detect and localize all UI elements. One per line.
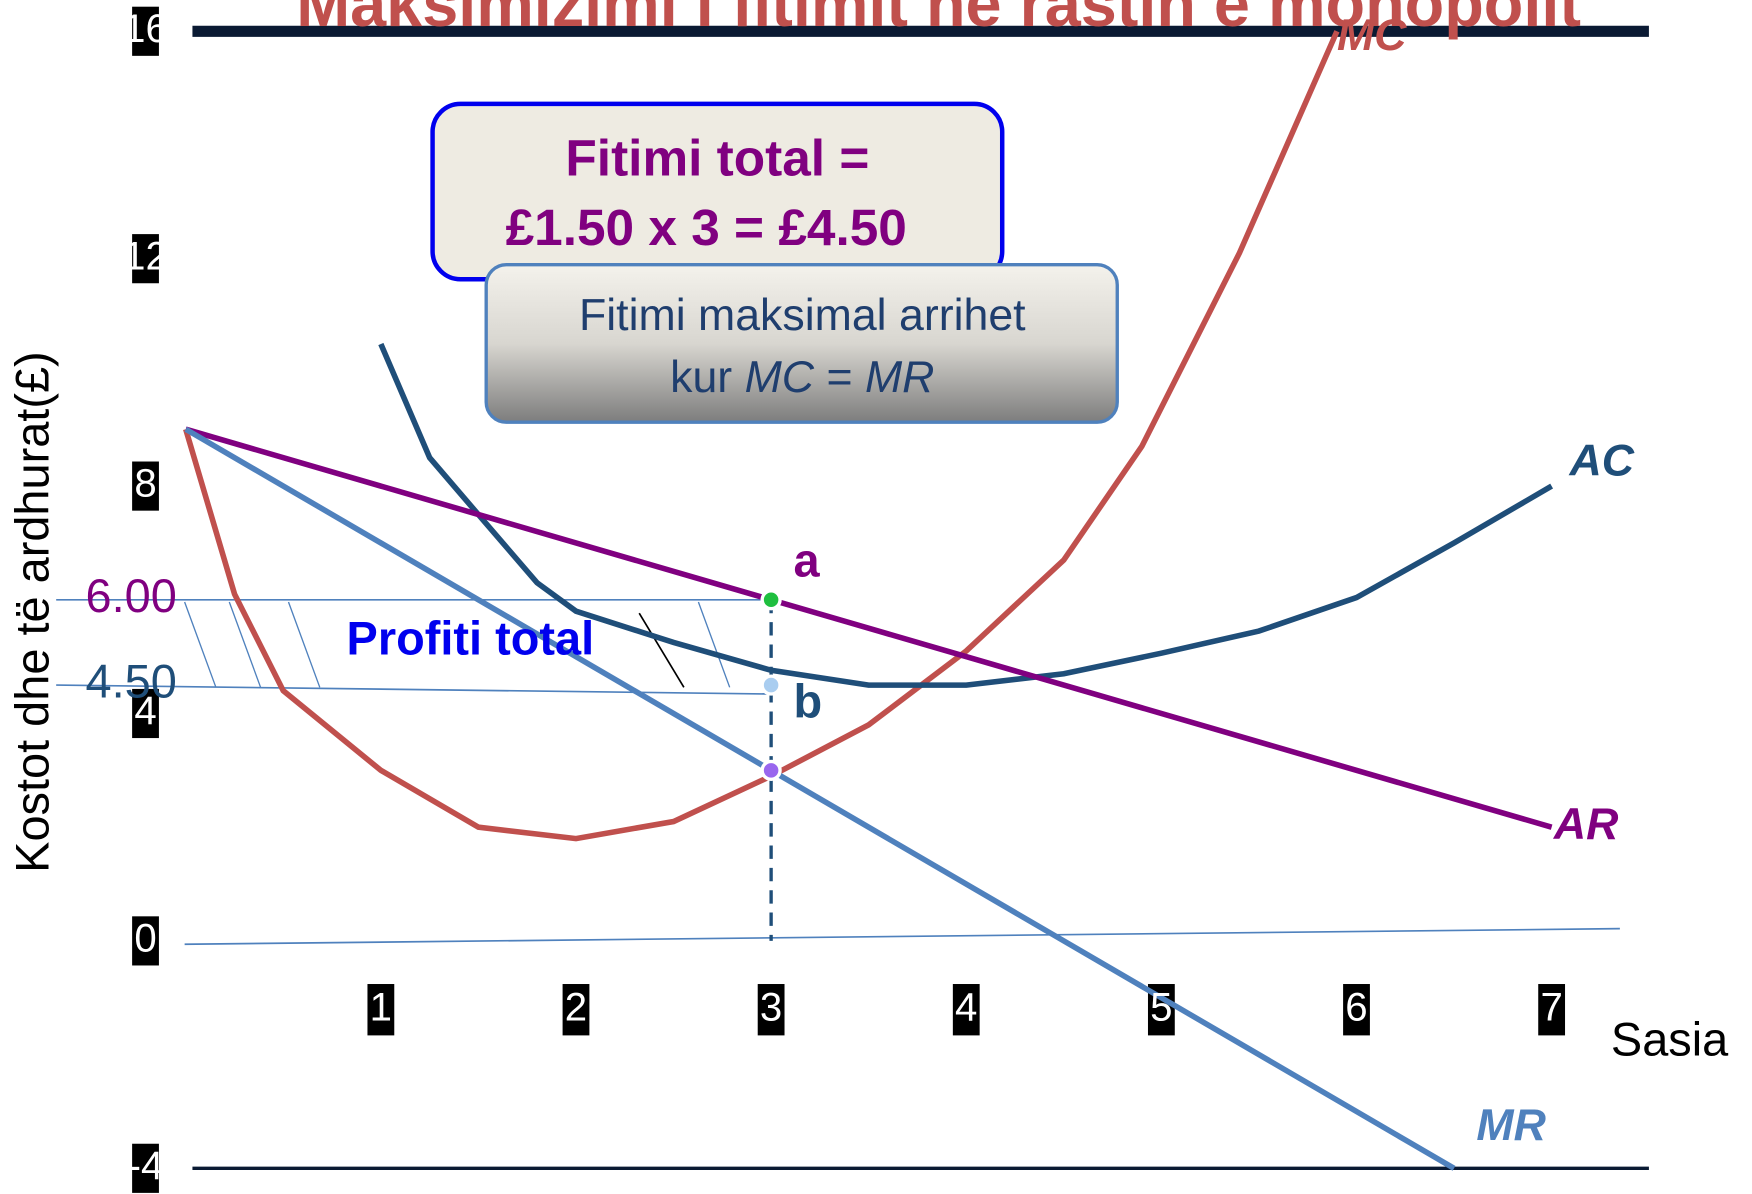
y-tick-label: -4 — [128, 1143, 164, 1188]
x-tick-label: 4 — [955, 984, 977, 1029]
tick-box — [367, 984, 395, 1036]
y-tick-label: 4 — [134, 688, 156, 733]
zero-line — [184, 927, 1620, 946]
point — [760, 589, 782, 611]
y-axis-label: Kostot dhe të ardhurat(£) — [6, 351, 58, 873]
box-text: kur MC = MR — [670, 353, 934, 402]
tick-box — [132, 916, 159, 966]
point — [760, 674, 782, 696]
box-text: Fitimi maksimal arrihet — [579, 291, 1026, 340]
level-label: 4.50 — [86, 655, 177, 707]
chart-title: Maksimizimi i fitimit në rastin e monopo… — [296, 0, 1581, 40]
series-line — [183, 30, 1340, 842]
hatch — [183, 601, 217, 688]
series-label: MC — [1337, 11, 1407, 60]
tick-box — [1538, 984, 1566, 1036]
series-label: MR — [1476, 1101, 1545, 1150]
tick-box — [757, 984, 785, 1036]
tick-box — [952, 984, 980, 1036]
tick-box — [562, 984, 590, 1036]
y-tick-label: 16 — [123, 6, 168, 51]
x-axis-label: Sasia — [1611, 1014, 1729, 1066]
box-text: Fitimi total = — [565, 129, 869, 187]
y-tick-label: 0 — [134, 916, 156, 961]
box-text: kur — [670, 353, 744, 402]
series-line — [184, 426, 1456, 1171]
profit-label: Profiti total — [347, 613, 595, 665]
point-label: a — [793, 534, 820, 586]
hatch — [228, 601, 262, 688]
tick-box — [132, 234, 159, 284]
x-tick-label: 1 — [370, 984, 392, 1029]
level-line — [56, 684, 772, 695]
point — [760, 759, 782, 781]
tick-box — [132, 461, 159, 511]
y-tick-label: 12 — [123, 233, 168, 278]
point-label: b — [793, 676, 822, 728]
y-tick-label: 8 — [134, 461, 156, 506]
x-tick-label: 3 — [760, 984, 782, 1029]
hatch — [697, 601, 731, 688]
tick-box — [132, 688, 159, 739]
x-tick-label: 6 — [1345, 984, 1367, 1029]
tick-box — [1343, 984, 1370, 1036]
series-line — [378, 342, 1554, 688]
box-text: MC — [745, 353, 815, 402]
box-text: £1.50 x 3 = £4.50 — [506, 198, 907, 256]
level-label: 6.00 — [86, 570, 177, 622]
tick-box — [132, 6, 159, 56]
box-text: MR — [865, 353, 934, 402]
series-label: AC — [1569, 437, 1635, 486]
max-profit-box — [484, 263, 1119, 424]
x-tick-label: 2 — [565, 984, 587, 1029]
hatch — [638, 612, 685, 688]
x-tick-label: 5 — [1150, 984, 1172, 1029]
hatch — [287, 601, 321, 688]
series-line — [184, 426, 1553, 830]
x-tick-label: 7 — [1540, 984, 1562, 1029]
series-label: AR — [1553, 800, 1619, 849]
tick-box — [132, 1143, 159, 1193]
box-text: = — [814, 353, 865, 402]
